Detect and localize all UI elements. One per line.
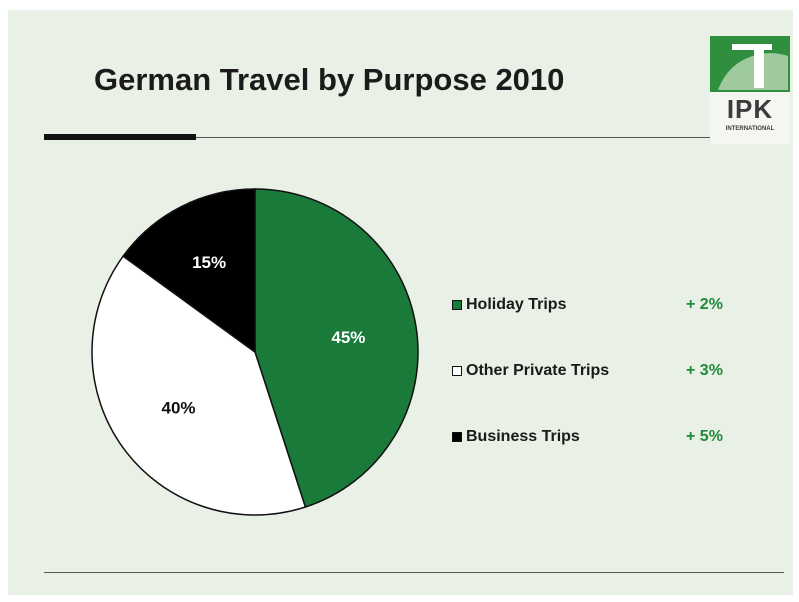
legend-label: Other Private Trips bbox=[466, 362, 609, 380]
legend-label: Holiday Trips bbox=[466, 296, 566, 314]
legend-swatch bbox=[452, 432, 462, 442]
slide: German Travel by Purpose 2010 IPK INTERN… bbox=[8, 10, 793, 595]
pie-chart: 45% 40% 15% bbox=[8, 10, 793, 595]
pie-label-business-trips: 15% bbox=[192, 253, 226, 272]
legend-change: + 3% bbox=[686, 362, 723, 380]
pie-label-other-private-trips: 40% bbox=[161, 399, 195, 418]
pie-label-holiday-trips: 45% bbox=[331, 328, 365, 347]
legend-change: + 5% bbox=[686, 428, 723, 446]
legend-swatch bbox=[452, 366, 462, 376]
legend-label: Business Trips bbox=[466, 428, 580, 446]
legend-swatch bbox=[452, 300, 462, 310]
legend-change: + 2% bbox=[686, 296, 723, 314]
